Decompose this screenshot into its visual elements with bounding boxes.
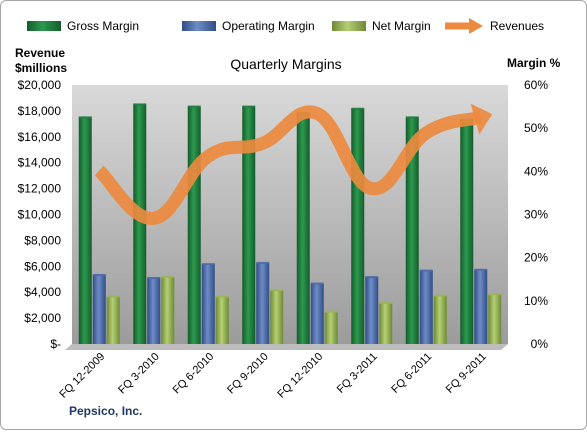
x-tick-label: FQ 6-2010 — [171, 351, 217, 397]
bar-gross-margin — [351, 107, 365, 344]
legend-swatch-net-margin — [332, 21, 366, 31]
left-axis-label-line2: $millions — [15, 61, 67, 75]
bar-net-margin — [324, 310, 338, 344]
left-axis-ticks: $- $2,000 $4,000 $6,000 $8,000 $10,000 $12,000… — [18, 78, 62, 351]
right-axis-ticks: 0% 10% 20% 30% 40% 50% 60% — [524, 78, 548, 351]
bar-operating-margin — [419, 269, 433, 344]
bar-operating-margin — [474, 268, 488, 344]
right-tick-label: 60% — [524, 78, 548, 92]
bar-operating-margin — [201, 263, 215, 344]
left-tick-label: $10,000 — [18, 208, 62, 222]
bar-gross-margin — [405, 116, 419, 344]
left-tick-label: $14,000 — [18, 156, 62, 170]
x-tick-label: FQ 3-2011 — [335, 351, 380, 396]
bar-net-margin — [215, 295, 229, 344]
revenues-line — [94, 105, 483, 225]
revenues-arrowhead — [470, 103, 493, 135]
bar-gross-margin — [187, 105, 201, 344]
bar-operating-margin — [310, 282, 324, 344]
legend-label-gross-margin: Gross Margin — [67, 19, 139, 33]
bar-net-margin — [433, 294, 447, 344]
left-tick-label: $4,000 — [24, 285, 61, 299]
company-name: Pepsico, Inc. — [69, 404, 142, 418]
right-tick-label: 50% — [524, 121, 548, 135]
left-tick-label: $6,000 — [24, 259, 61, 273]
plot-floor — [65, 344, 508, 350]
right-tick-label: 20% — [524, 251, 548, 265]
legend: Gross Margin Operating Margin Net Margin… — [27, 18, 544, 34]
bar-net-margin — [161, 276, 175, 344]
x-tick-label: FQ 12-2009 — [57, 351, 107, 401]
bar-net-margin — [379, 301, 393, 344]
right-tick-label: 30% — [524, 208, 548, 222]
legend-swatch-revenues — [445, 18, 483, 34]
right-tick-label: 40% — [524, 164, 548, 178]
bar-net-margin — [106, 295, 120, 344]
x-tick-label: FQ 12-2010 — [275, 351, 325, 401]
bar-gross-margin — [296, 112, 310, 344]
legend-swatch-operating-margin — [182, 21, 216, 31]
left-tick-label: $8,000 — [24, 233, 61, 247]
bar-net-margin — [270, 289, 284, 344]
left-tick-label: $18,000 — [18, 104, 62, 118]
revenue-line-layer — [94, 103, 493, 225]
legend-label-revenues: Revenues — [490, 19, 544, 33]
x-tick-label: FQ 9-2010 — [225, 351, 271, 397]
right-axis-label: Margin % — [507, 56, 561, 70]
legend-swatch-gross-margin — [27, 21, 61, 31]
bar-operating-margin — [365, 276, 379, 344]
left-tick-label: $16,000 — [18, 130, 62, 144]
bar-operating-margin — [147, 276, 161, 344]
left-tick-label: $2,000 — [24, 311, 61, 325]
x-tick-label: FQ 6-2011 — [389, 351, 434, 396]
x-tick-label: FQ 9-2011 — [444, 351, 489, 396]
legend-label-net-margin: Net Margin — [372, 19, 431, 33]
bar-gross-margin — [460, 118, 474, 345]
bar-operating-margin — [256, 261, 270, 344]
right-tick-label: 10% — [524, 294, 548, 308]
left-tick-label: $20,000 — [18, 78, 62, 92]
bars — [78, 103, 502, 345]
bar-gross-margin — [242, 105, 256, 344]
bar-gross-margin — [78, 116, 92, 344]
left-tick-label: $12,000 — [18, 182, 62, 196]
legend-label-operating-margin: Operating Margin — [222, 19, 315, 33]
bar-operating-margin — [92, 273, 106, 344]
right-tick-label: 0% — [531, 337, 549, 351]
x-axis-labels: FQ 12-2009 FQ 3-2010 FQ 6-2010 FQ 9-2010 FQ … — [57, 351, 488, 401]
x-tick-label: FQ 3-2010 — [116, 351, 162, 397]
bar-net-margin — [488, 293, 502, 344]
left-tick-label: $- — [50, 337, 61, 351]
chart-title: Quarterly Margins — [230, 56, 341, 72]
bar-gross-margin — [133, 103, 147, 344]
left-axis-label-line1: Revenue — [15, 46, 65, 60]
